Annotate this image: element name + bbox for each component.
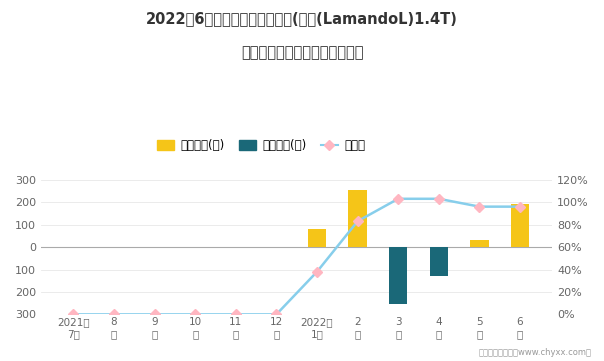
产销率 (69, 312, 77, 317)
Bar (471, 240, 489, 247)
Bar (308, 229, 326, 247)
产销率 (111, 312, 118, 317)
Text: 近一年库存情况及产销率统计图: 近一年库存情况及产销率统计图 (241, 45, 363, 60)
Bar (511, 204, 529, 247)
Line: 产销率: 产销率 (70, 195, 524, 318)
产销率 (394, 197, 402, 201)
产销率 (435, 197, 442, 201)
产销率 (232, 312, 239, 317)
产销率 (354, 219, 361, 223)
产销率 (476, 204, 483, 209)
产销率 (516, 204, 524, 209)
Bar (349, 190, 367, 247)
产销率 (191, 312, 199, 317)
Bar (389, 247, 407, 304)
产销率 (273, 312, 280, 317)
Text: 2022年6月凌渡旗下最畅销轿车(凌渡(LamandoL)1.4T): 2022年6月凌渡旗下最畅销轿车(凌渡(LamandoL)1.4T) (146, 11, 458, 26)
产销率 (151, 312, 158, 317)
Text: 制图：智研咋询（www.chyxx.com）: 制图：智研咋询（www.chyxx.com） (479, 348, 592, 357)
Legend: 积压库存(辆), 清仓库存(辆), 产销率: 积压库存(辆), 清仓库存(辆), 产销率 (152, 134, 370, 157)
产销率 (313, 270, 321, 274)
Bar (429, 247, 448, 276)
